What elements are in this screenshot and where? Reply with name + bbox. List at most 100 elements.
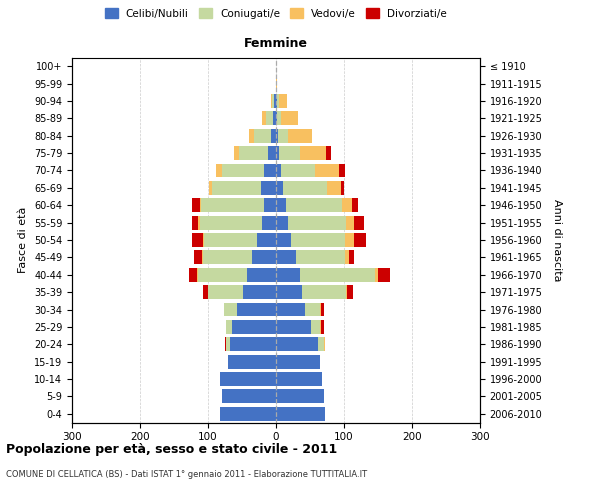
- Bar: [276, 129, 278, 142]
- Bar: [276, 198, 286, 212]
- Text: Femmine: Femmine: [244, 37, 308, 50]
- Bar: [320, 320, 321, 334]
- Bar: [250, 129, 254, 142]
- Bar: [316, 164, 339, 177]
- Bar: [347, 285, 353, 299]
- Bar: [202, 250, 203, 264]
- Bar: [276, 250, 296, 264]
- Bar: [276, 407, 325, 421]
- Bar: [226, 320, 232, 334]
- Bar: [276, 181, 283, 195]
- Bar: [264, 164, 276, 177]
- Bar: [288, 216, 346, 230]
- Bar: [305, 302, 320, 316]
- Bar: [252, 250, 276, 264]
- Bar: [226, 338, 230, 351]
- Y-axis label: Fasce di età: Fasce di età: [19, 207, 28, 273]
- Bar: [341, 181, 344, 195]
- Bar: [204, 233, 257, 247]
- Bar: [216, 164, 221, 177]
- Bar: [209, 181, 212, 195]
- Bar: [200, 198, 201, 212]
- Bar: [199, 216, 200, 230]
- Bar: [281, 164, 316, 177]
- Bar: [221, 390, 276, 404]
- Bar: [276, 390, 323, 404]
- Text: COMUNE DI CELLATICA (BS) - Dati ISTAT 1° gennaio 2011 - Elaborazione TUTTITALIA.: COMUNE DI CELLATICA (BS) - Dati ISTAT 1°…: [6, 470, 367, 479]
- Bar: [352, 198, 358, 212]
- Bar: [236, 302, 276, 316]
- Bar: [271, 129, 276, 142]
- Bar: [201, 198, 264, 212]
- Bar: [280, 146, 300, 160]
- Bar: [346, 233, 353, 247]
- Bar: [281, 112, 298, 126]
- Bar: [276, 94, 277, 108]
- Bar: [266, 112, 272, 126]
- Bar: [321, 320, 324, 334]
- Bar: [323, 338, 325, 351]
- Bar: [300, 146, 326, 160]
- Bar: [320, 302, 321, 316]
- Bar: [220, 372, 276, 386]
- Bar: [254, 129, 271, 142]
- Bar: [230, 338, 276, 351]
- Bar: [283, 181, 327, 195]
- Bar: [374, 268, 378, 281]
- Bar: [193, 233, 203, 247]
- Bar: [276, 76, 277, 90]
- Bar: [342, 198, 352, 212]
- Bar: [354, 216, 364, 230]
- Bar: [194, 250, 202, 264]
- Bar: [247, 268, 276, 281]
- Bar: [257, 233, 276, 247]
- Bar: [272, 112, 276, 126]
- Bar: [277, 112, 281, 126]
- Bar: [276, 285, 302, 299]
- Bar: [224, 302, 236, 316]
- Bar: [199, 268, 247, 281]
- Bar: [311, 320, 320, 334]
- Y-axis label: Anni di nascita: Anni di nascita: [552, 198, 562, 281]
- Bar: [276, 216, 288, 230]
- Bar: [326, 146, 331, 160]
- Bar: [272, 94, 274, 108]
- Bar: [208, 285, 244, 299]
- Bar: [264, 198, 276, 212]
- Bar: [339, 164, 344, 177]
- Legend: Celibi/Nubili, Coniugati/e, Vedovi/e, Divorziati/e: Celibi/Nubili, Coniugati/e, Vedovi/e, Di…: [102, 5, 450, 21]
- Bar: [279, 94, 287, 108]
- Bar: [349, 250, 354, 264]
- Bar: [261, 181, 276, 195]
- Bar: [276, 112, 277, 126]
- Bar: [221, 164, 264, 177]
- Bar: [268, 146, 276, 160]
- Bar: [271, 94, 272, 108]
- Bar: [276, 338, 318, 351]
- Bar: [197, 268, 199, 281]
- Bar: [232, 320, 276, 334]
- Bar: [346, 285, 347, 299]
- Bar: [291, 233, 346, 247]
- Bar: [327, 181, 341, 195]
- Bar: [277, 94, 279, 108]
- Bar: [288, 129, 312, 142]
- Bar: [276, 146, 280, 160]
- Bar: [378, 268, 390, 281]
- Bar: [321, 302, 324, 316]
- Bar: [353, 233, 366, 247]
- Bar: [229, 354, 276, 368]
- Bar: [300, 268, 374, 281]
- Bar: [286, 198, 342, 212]
- Bar: [234, 146, 239, 160]
- Bar: [262, 112, 266, 126]
- Bar: [346, 216, 354, 230]
- Bar: [239, 146, 268, 160]
- Bar: [212, 181, 261, 195]
- Bar: [318, 338, 323, 351]
- Bar: [203, 285, 208, 299]
- Bar: [346, 250, 349, 264]
- Bar: [276, 268, 300, 281]
- Bar: [262, 216, 276, 230]
- Bar: [276, 233, 291, 247]
